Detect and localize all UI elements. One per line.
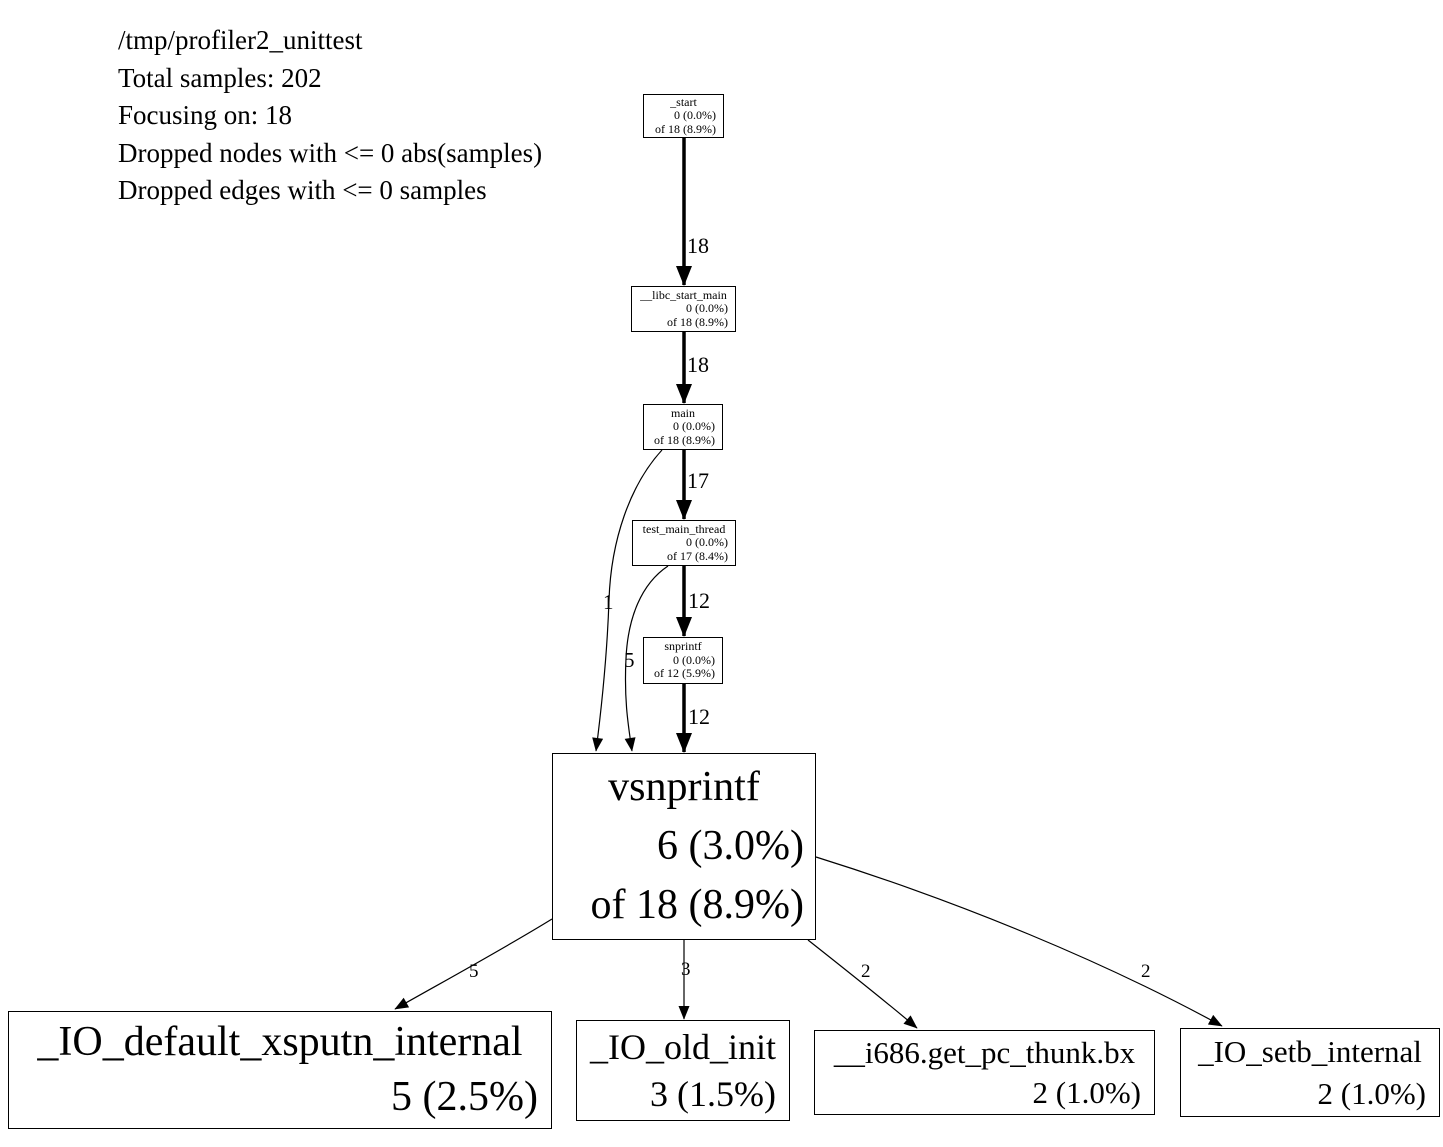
edge-label-vsnprintf-to-thunk: 2 bbox=[861, 961, 871, 982]
dropped-edges-line: Dropped edges with <= 0 samples bbox=[118, 175, 487, 205]
total-samples-line: Total samples: 202 bbox=[118, 62, 322, 93]
node-function-name: snprintf bbox=[664, 639, 702, 654]
edge-label-main-to-test: 17 bbox=[687, 468, 709, 493]
node-total-samples: of 17 (8.4%) bbox=[667, 548, 728, 563]
node-io-setb-internal: _IO_setb_internal 2 (1.0%) bbox=[1180, 1028, 1440, 1117]
node-self-samples: 6 (3.0%) bbox=[657, 823, 804, 869]
edge-label-vsnprintf-to-old-init: 3 bbox=[681, 959, 691, 980]
node-self-samples: 0 (0.0%) bbox=[673, 652, 715, 667]
node-libc-start-main: __libc_start_main 0 (0.0%) of 18 (8.9%) bbox=[631, 286, 736, 332]
node-self-samples: 2 (1.0%) bbox=[1317, 1075, 1426, 1111]
node-function-name: __i686.get_pc_thunk.bx bbox=[833, 1034, 1136, 1070]
node-self-samples: 0 (0.0%) bbox=[686, 535, 728, 550]
node-io-old-init: _IO_old_init 3 (1.5%) bbox=[576, 1020, 790, 1121]
node-total-samples: of 18 (8.9%) bbox=[590, 882, 804, 928]
node-self-samples: 0 (0.0%) bbox=[674, 108, 716, 123]
node-total-samples: of 12 (5.9%) bbox=[654, 666, 715, 681]
node-self-samples: 3 (1.5%) bbox=[650, 1073, 776, 1114]
node-function-name: vsnprintf bbox=[608, 764, 760, 810]
node-function-name: test_main_thread bbox=[642, 521, 726, 536]
edge-label-main-to-vsnprintf: 1 bbox=[603, 590, 614, 614]
edge-main-to-vsnprintf bbox=[592, 449, 663, 752]
focusing-on-line: Focusing on: 18 bbox=[118, 100, 293, 130]
profile-summary: /tmp/profiler2_unittest Total samples: 2… bbox=[118, 22, 542, 210]
node-test-main-thread: test_main_thread 0 (0.0%) of 17 (8.4%) bbox=[632, 520, 736, 566]
node-total-samples: of 18 (8.9%) bbox=[654, 432, 715, 447]
edge-label-test-to-snprintf: 12 bbox=[688, 588, 710, 613]
node-function-name: __libc_start_main bbox=[640, 287, 727, 302]
node-main: main 0 (0.0%) of 18 (8.9%) bbox=[643, 404, 723, 450]
edge-label-vsnprintf-to-setb: 2 bbox=[1141, 961, 1151, 982]
edge-vsnprintf-to-xsputn bbox=[394, 918, 553, 1010]
node-i686-get-pc-thunk-bx: __i686.get_pc_thunk.bx 2 (1.0%) bbox=[814, 1030, 1155, 1115]
profile-binary-path: /tmp/profiler2_unittest bbox=[118, 25, 363, 55]
node-io-default-xsputn-internal: _IO_default_xsputn_internal 5 (2.5%) bbox=[8, 1011, 552, 1129]
node-snprintf: snprintf 0 (0.0%) of 12 (5.9%) bbox=[643, 637, 723, 684]
edge-label-snprintf-to-vsnprintf: 12 bbox=[688, 704, 710, 729]
node-start: _start 0 (0.0%) of 18 (8.9%) bbox=[643, 94, 724, 138]
node-total-samples: of 18 (8.9%) bbox=[655, 121, 716, 136]
node-vsnprintf: vsnprintf 6 (3.0%) of 18 (8.9%) bbox=[552, 753, 816, 940]
edge-vsnprintf-to-thunk bbox=[807, 939, 918, 1029]
node-self-samples: 2 (1.0%) bbox=[1032, 1074, 1141, 1110]
edge-label-vsnprintf-to-xsputn: 5 bbox=[469, 961, 479, 982]
edge-label-libc-to-main: 18 bbox=[687, 352, 709, 377]
node-function-name: _IO_old_init bbox=[590, 1026, 776, 1067]
node-function-name: _start bbox=[670, 94, 697, 109]
node-self-samples: 0 (0.0%) bbox=[686, 301, 728, 316]
node-self-samples: 0 (0.0%) bbox=[673, 419, 715, 434]
edge-label-test-to-vsnprintf: 5 bbox=[624, 648, 635, 672]
dropped-nodes-line: Dropped nodes with <= 0 abs(samples) bbox=[118, 137, 543, 168]
node-self-samples: 5 (2.5%) bbox=[391, 1074, 538, 1120]
edge-vsnprintf-to-setb bbox=[815, 856, 1223, 1027]
edge-test-to-vsnprintf bbox=[624, 565, 669, 752]
node-function-name: _IO_setb_internal bbox=[1198, 1033, 1422, 1069]
node-function-name: main bbox=[671, 405, 695, 420]
node-total-samples: of 18 (8.9%) bbox=[667, 314, 728, 329]
edge-label-start-to-libc: 18 bbox=[687, 233, 709, 258]
node-function-name: _IO_default_xsputn_internal bbox=[37, 1019, 523, 1065]
